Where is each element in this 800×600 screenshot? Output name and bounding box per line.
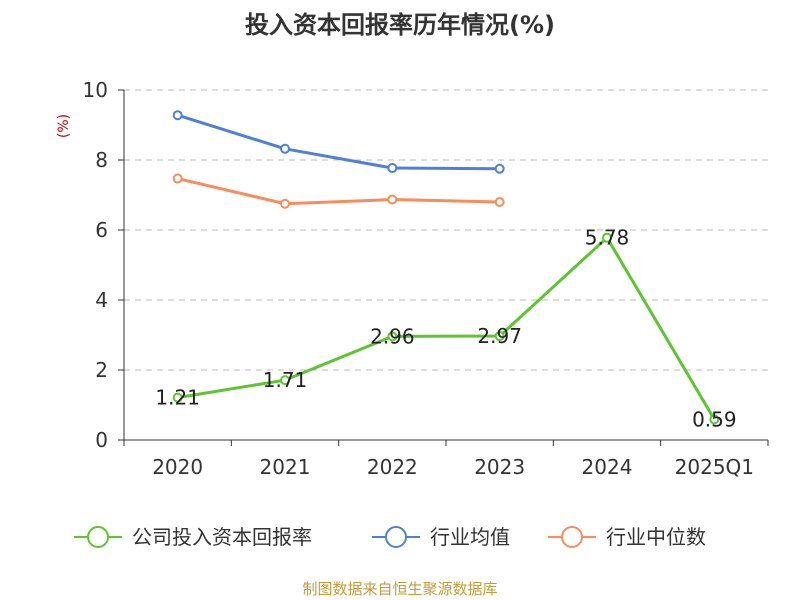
- data-point: [709, 414, 720, 425]
- data-point: [387, 163, 398, 174]
- legend-item-0[interactable]: 公司投入资本回报率: [74, 525, 312, 549]
- gridlines: [124, 89, 768, 371]
- series-line-1: [177, 113, 500, 171]
- data-point: [280, 143, 290, 154]
- data-label: 5.78: [585, 226, 630, 250]
- data-point: [280, 198, 290, 209]
- y-axis-unit-label: (%): [56, 114, 72, 138]
- legend-item-2[interactable]: 行业中位数: [548, 525, 706, 549]
- legend-label: 行业均值: [430, 525, 510, 549]
- axes: 0 2 4 6 8 10 2020 2021 2022 2023 2024 2025Q1: [83, 78, 769, 479]
- data-label: 1.71: [263, 368, 308, 392]
- data-point: [280, 375, 290, 386]
- series-line-0: [177, 236, 716, 421]
- data-point: [172, 392, 183, 403]
- legend[interactable]: 公司投入资本回报率 行业均值 行业中位数: [74, 525, 706, 549]
- data-label: 0.59: [692, 407, 737, 431]
- data-point: [602, 232, 612, 243]
- x-tick-label: 2023: [474, 455, 525, 479]
- data-point: [494, 331, 505, 342]
- y-tick-label: 10: [83, 78, 108, 102]
- x-tick-label: 2025Q1: [675, 455, 754, 479]
- data-point: [387, 194, 398, 205]
- y-tick-label: 0: [95, 428, 108, 452]
- data-point: [494, 163, 505, 174]
- data-label: 2.96: [370, 324, 415, 348]
- source-note: 制图数据来自恒生聚源数据库: [302, 580, 497, 598]
- data-point: [387, 331, 398, 342]
- y-tick-label: 6: [95, 218, 108, 242]
- legend-marker: [87, 526, 109, 548]
- series-line-2: [177, 177, 500, 206]
- y-tick-label: 8: [95, 148, 108, 172]
- data-label: 2.97: [477, 324, 522, 348]
- legend-label: 公司投入资本回报率: [132, 525, 312, 549]
- y-tick-label: 4: [95, 288, 108, 312]
- chart-title: 投入资本回报率历年情况(%): [245, 11, 555, 39]
- legend-item-1[interactable]: 行业均值: [372, 525, 510, 549]
- x-tick-label: 2024: [582, 455, 633, 479]
- data-label: 1.21: [155, 386, 200, 410]
- x-tick-label: 2022: [367, 455, 418, 479]
- data-labels: 1.21 1.71 2.96 2.97 5.78 0.59: [155, 226, 736, 432]
- y-tick-label: 2: [95, 358, 108, 382]
- legend-label: 行业中位数: [606, 525, 706, 549]
- x-tick-label: 2021: [260, 455, 311, 479]
- series-group: [172, 110, 720, 425]
- legend-marker: [385, 526, 407, 548]
- data-point: [172, 173, 183, 184]
- data-point: [494, 197, 505, 207]
- x-tick-label: 2020: [152, 455, 203, 479]
- legend-marker: [561, 526, 583, 548]
- data-point: [172, 110, 183, 121]
